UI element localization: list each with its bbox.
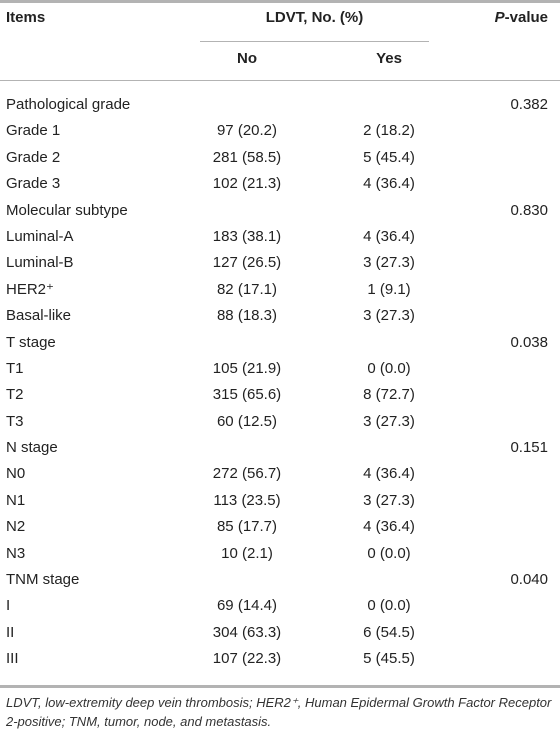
table-row: Grade 1 97 (20.2) 2 (18.2) <box>0 118 560 144</box>
row-no-value: 69 (14.4) <box>216 597 278 615</box>
table-row: Pathological grade 0.382 <box>0 92 560 118</box>
row-no-value: 113 (23.5) <box>213 491 281 509</box>
row-yes-value: 3 (27.3) <box>363 412 415 430</box>
table-row: N3 10 (2.1) 0 (0.0) <box>0 541 560 567</box>
row-no-value: 315 (65.6) <box>212 386 282 404</box>
bottom-rule <box>0 685 560 688</box>
table-row: Molecular subtype 0.830 <box>0 198 560 224</box>
row-item-label: Luminal-A <box>6 227 74 245</box>
row-item-label: T2 <box>6 386 24 404</box>
table-row: III 107 (22.3) 5 (45.5) <box>0 646 560 672</box>
row-item-label: Grade 2 <box>6 148 61 166</box>
table-body: Pathological grade 0.382 Grade 1 97 (20.2) 2… <box>0 92 560 673</box>
row-no-value: 82 (17.1) <box>216 280 278 298</box>
table-row: I 69 (14.4) 0 (0.0) <box>0 593 560 619</box>
row-p-value: 0.040 <box>510 571 548 589</box>
row-yes-value: 3 (27.3) <box>363 307 415 325</box>
row-no-value: 85 (17.7) <box>216 518 278 536</box>
row-no-value: 105 (21.9) <box>212 359 282 377</box>
row-item-label: T3 <box>6 412 24 430</box>
row-item-label: Grade 1 <box>6 122 61 140</box>
row-item-label: Pathological grade <box>6 96 131 113</box>
row-yes-value: 5 (45.5) <box>363 650 415 668</box>
row-no-value: 304 (63.3) <box>212 623 282 641</box>
row-no-value: 102 (21.3) <box>212 175 282 193</box>
row-yes-value: 4 (36.4) <box>363 465 415 483</box>
row-no-value: 10 (2.1) <box>221 544 273 562</box>
header-p-suffix: -value <box>504 9 548 26</box>
row-yes-value: 0 (0.0) <box>367 544 411 562</box>
row-yes-value: 4 (36.4) <box>363 175 415 193</box>
table-row: Grade 2 281 (58.5) 5 (45.4) <box>0 145 560 171</box>
row-no-value: 97 (20.2) <box>216 122 278 140</box>
row-yes-value: 2 (18.2) <box>363 122 415 140</box>
row-no-value: 272 (56.7) <box>212 465 282 483</box>
row-item-label: Basal-like <box>6 307 72 325</box>
top-rule <box>0 0 560 3</box>
row-item-label: T stage <box>6 333 56 351</box>
table-row: T1 105 (21.9) 0 (0.0) <box>0 356 560 382</box>
row-no-value: 183 (38.1) <box>212 227 282 245</box>
table-row: HER2⁺ 82 (17.1) 1 (9.1) <box>0 277 560 303</box>
table-row: N1 113 (23.5) 3 (27.3) <box>0 488 560 514</box>
row-yes-value: 4 (36.4) <box>363 227 415 245</box>
table-row: N2 85 (17.7) 4 (36.4) <box>0 514 560 540</box>
row-item-label: I <box>6 597 11 615</box>
row-item-label: N1 <box>6 491 26 509</box>
row-no-value: 127 (26.5) <box>212 254 282 272</box>
table-row: T stage 0.038 <box>0 330 560 356</box>
header-p-prefix: P <box>494 9 505 26</box>
header-items: Items <box>6 9 46 26</box>
row-item-label: Luminal-B <box>6 254 74 272</box>
row-item-label: N stage <box>6 439 58 457</box>
row-yes-value: 6 (54.5) <box>363 623 415 641</box>
table-row: T3 60 (12.5) 3 (27.3) <box>0 409 560 435</box>
row-item-label: II <box>6 623 15 641</box>
row-item-label: Molecular subtype <box>6 201 128 219</box>
table-row: Basal-like 88 (18.3) 3 (27.3) <box>0 303 560 329</box>
row-no-value: 107 (22.3) <box>212 650 282 668</box>
table-row: N0 272 (56.7) 4 (36.4) <box>0 461 560 487</box>
row-item-label: N2 <box>6 518 26 536</box>
row-item-label: III <box>6 650 19 668</box>
row-yes-value: 8 (72.7) <box>363 386 415 404</box>
header-no: No <box>237 50 257 67</box>
table-footnote: LDVT, low-extremity deep vein thrombosis… <box>6 695 552 729</box>
row-p-value: 0.382 <box>510 96 548 113</box>
row-p-value: 0.151 <box>510 439 548 457</box>
row-yes-value: 3 (27.3) <box>363 491 415 509</box>
row-p-value: 0.038 <box>510 333 548 351</box>
row-p-value: 0.830 <box>510 201 548 219</box>
row-item-label: N0 <box>6 465 26 483</box>
table-row: Grade 3 102 (21.3) 4 (36.4) <box>0 171 560 197</box>
table-row: Luminal-B 127 (26.5) 3 (27.3) <box>0 250 560 276</box>
row-yes-value: 1 (9.1) <box>367 280 411 298</box>
row-item-label: N3 <box>6 544 26 562</box>
group-rule <box>200 41 429 42</box>
table-row: TNM stage 0.040 <box>0 567 560 593</box>
row-yes-value: 0 (0.0) <box>367 359 411 377</box>
table-row: II 304 (63.3) 6 (54.5) <box>0 620 560 646</box>
row-no-value: 60 (12.5) <box>216 412 278 430</box>
row-yes-value: 3 (27.3) <box>363 254 415 272</box>
row-item-label: Grade 3 <box>6 175 61 193</box>
row-yes-value: 4 (36.4) <box>363 518 415 536</box>
table-row: T2 315 (65.6) 8 (72.7) <box>0 382 560 408</box>
row-no-value: 88 (18.3) <box>216 307 278 325</box>
row-no-value: 281 (58.5) <box>212 148 282 166</box>
header-p-value: P-value <box>495 9 548 26</box>
table-row: Luminal-A 183 (38.1) 4 (36.4) <box>0 224 560 250</box>
row-item-label: HER2⁺ <box>6 280 54 298</box>
row-item-label: T1 <box>6 359 24 377</box>
row-yes-value: 0 (0.0) <box>367 597 411 615</box>
table-row: N stage 0.151 <box>0 435 560 461</box>
header-ldvt-group: LDVT, No. (%) <box>265 9 364 26</box>
header-rule <box>0 80 560 81</box>
row-yes-value: 5 (45.4) <box>363 148 415 166</box>
row-item-label: TNM stage <box>6 571 80 589</box>
header-yes: Yes <box>376 50 402 67</box>
